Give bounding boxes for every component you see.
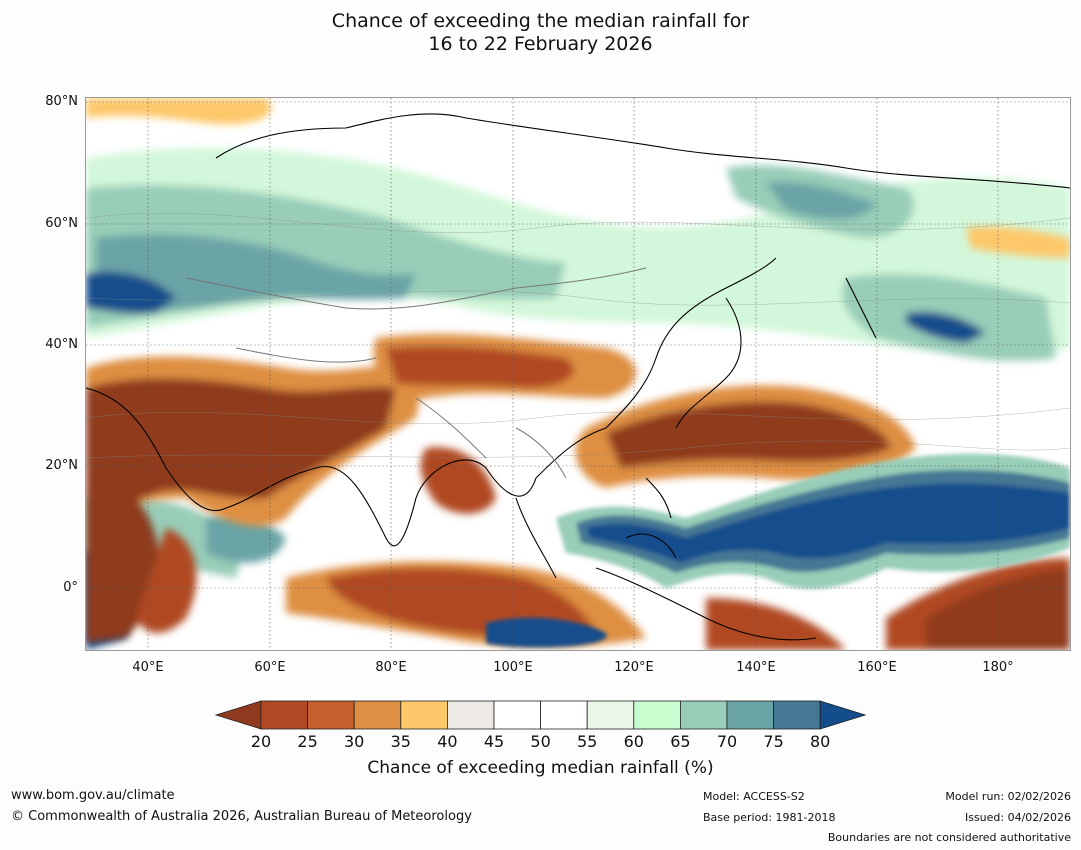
colorbar	[214, 700, 867, 730]
footer-model: Model: ACCESS-S2	[703, 790, 805, 803]
colorbar-tick-70: 70	[716, 732, 738, 751]
map-title: Chance of exceeding the median rainfall …	[0, 10, 1081, 56]
lat-label-40n: 40°N	[45, 337, 78, 352]
lon-label-160e: 160°E	[857, 660, 897, 675]
colorbar-bin-7	[540, 700, 588, 730]
colorbar-tick-20: 20	[250, 732, 272, 751]
colorbar-bin-3	[353, 700, 402, 730]
colorbar-tick-60: 60	[623, 732, 644, 751]
colorbar-bin-5	[446, 700, 495, 730]
lon-label-140e: 140°E	[736, 660, 776, 675]
colorbar-bin-1	[260, 700, 308, 730]
lon-label-100e: 100°E	[493, 660, 533, 675]
colorbar-tick-35: 35	[390, 732, 411, 751]
lat-label-80n: 80°N	[45, 94, 78, 109]
coastlines	[86, 113, 1070, 641]
colorbar-title: Chance of exceeding median rainfall (%)	[367, 758, 714, 778]
title-line-1: Chance of exceeding the median rainfall …	[331, 10, 750, 32]
footer-issued: Issued: 04/02/2026	[964, 811, 1071, 824]
colorbar-bin-4	[400, 700, 448, 730]
contour-lines	[86, 212, 1070, 459]
country-borders	[185, 267, 647, 479]
lat-label-20n: 20°N	[45, 458, 78, 473]
map-canvas	[86, 98, 1070, 650]
footer-base-period: Base period: 1981-2018	[703, 811, 836, 824]
colorbar-bin-2	[307, 700, 355, 730]
title-line-2: 16 to 22 February 2026	[428, 33, 653, 55]
colorbar-bin-9	[633, 700, 681, 730]
colorbar-tick-50: 50	[530, 732, 551, 751]
colorbar-tick-45: 45	[483, 732, 505, 751]
colorbar-tick-75: 75	[763, 732, 784, 751]
colorbar-bin-11	[726, 700, 774, 730]
colorbar-bin-6	[493, 700, 541, 730]
colorbar-extend-high	[819, 700, 867, 730]
colorbar-tick-65: 65	[670, 732, 691, 751]
footer-model-run: Model run: 02/02/2026	[945, 790, 1071, 803]
colorbar-tick-55: 55	[577, 732, 598, 751]
lon-label-80e: 80°E	[375, 660, 407, 675]
wet-anomaly-fields	[86, 148, 1070, 650]
colorbar-bin-12	[773, 700, 821, 730]
colorbar-bin-8	[586, 700, 635, 730]
colorbar-tick-25: 25	[297, 732, 318, 751]
footer-boundaries: Boundaries are not considered authoritat…	[827, 831, 1071, 844]
dry-anomaly-fields	[86, 98, 1070, 650]
lon-label-120e: 120°E	[614, 660, 654, 675]
lat-label-0: 0°	[63, 580, 78, 595]
colorbar-tick-40: 40	[437, 732, 458, 751]
colorbar-extend-low	[214, 700, 262, 730]
colorbar-tick-80: 80	[810, 732, 831, 751]
lon-label-180: 180°	[982, 660, 1014, 675]
footer-url: www.bom.gov.au/climate	[11, 788, 175, 803]
graticule	[86, 98, 1070, 650]
footer-copyright: © Commonwealth of Australia 2026, Austra…	[11, 809, 472, 824]
colorbar-tick-30: 30	[344, 732, 365, 751]
lon-label-40e: 40°E	[132, 660, 164, 675]
colorbar-bin-10	[679, 700, 728, 730]
rainfall-probability-map	[85, 97, 1071, 651]
lat-label-60n: 60°N	[45, 216, 78, 231]
lon-label-60e: 60°E	[254, 660, 286, 675]
very-wet-fields	[486, 453, 1070, 648]
